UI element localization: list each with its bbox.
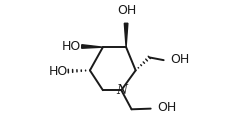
Polygon shape <box>82 45 103 48</box>
Text: N: N <box>116 84 127 97</box>
Text: OH: OH <box>170 53 189 66</box>
Text: HO: HO <box>48 65 68 78</box>
Polygon shape <box>124 23 128 47</box>
Text: HO: HO <box>62 40 81 53</box>
Text: OH: OH <box>157 101 176 114</box>
Text: OH: OH <box>117 4 136 17</box>
